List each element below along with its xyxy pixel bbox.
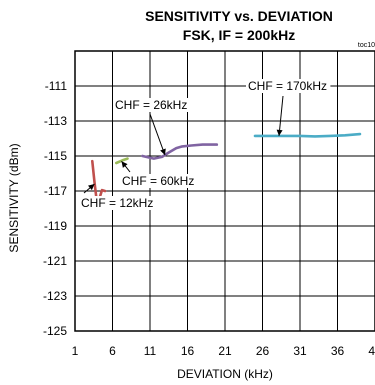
y-tick-label: -121 bbox=[43, 254, 67, 268]
y-tick-label: -123 bbox=[43, 289, 67, 303]
plot-frame bbox=[74, 50, 375, 332]
tick-labels: 1611162126313641-111-113-115-117-119-121… bbox=[43, 79, 375, 358]
y-axis-label: SENSITIVITY (dBm) bbox=[7, 143, 21, 252]
x-tick-label: 36 bbox=[331, 344, 345, 358]
x-tick-label: 6 bbox=[109, 344, 116, 358]
annotation-arrowhead-chf-60khz bbox=[121, 161, 128, 168]
annotations: CHF = 170kHz CHF = 26kHz CHF = 60kHz CHF = … bbox=[79, 79, 331, 210]
x-tick-label: 31 bbox=[293, 344, 307, 358]
annotation-label-chf-170khz: CHF = 170kHz bbox=[248, 79, 327, 93]
x-tick-label: 41 bbox=[368, 344, 375, 358]
annotation-arrowhead-chf-12khz bbox=[87, 184, 95, 191]
chart-subtitle: FSK, IF = 200kHz bbox=[183, 27, 295, 43]
x-tick-label: 16 bbox=[181, 344, 195, 358]
annotation-arrowhead-chf-26khz bbox=[160, 148, 166, 156]
y-tick-label: -119 bbox=[44, 219, 67, 233]
y-tick-label: -111 bbox=[45, 79, 68, 93]
annotation-arrowhead-chf-170khz bbox=[276, 129, 283, 136]
series-group bbox=[91, 132, 362, 207]
annotation-label-chf-26khz: CHF = 26kHz bbox=[115, 98, 187, 112]
grid bbox=[74, 51, 375, 332]
y-tick-label: -117 bbox=[44, 184, 67, 198]
x-tick-label: 21 bbox=[218, 344, 232, 358]
series-line-chf-170khz bbox=[253, 132, 362, 138]
annotation-label-chf-60khz: CHF = 60kHz bbox=[122, 174, 194, 188]
annotation-bg-chf-26khz bbox=[113, 98, 191, 112]
y-tick-label: -115 bbox=[44, 149, 67, 163]
y-tick-label: -113 bbox=[44, 114, 67, 128]
annotation-bg-chf-60khz bbox=[120, 174, 198, 188]
annotation-bg-chf-170khz bbox=[246, 79, 331, 93]
figure-code: toc10 bbox=[358, 42, 375, 49]
series-line-chf-26khz bbox=[141, 143, 219, 160]
series-line-chf-60khz bbox=[115, 157, 129, 165]
chart-title: SENSITIVITY vs. DEVIATION bbox=[145, 8, 333, 24]
annotation-label-chf-12khz: CHF = 12kHz bbox=[81, 196, 153, 210]
x-tick-label: 26 bbox=[256, 344, 270, 358]
annotation-arrow-chf-26khz bbox=[149, 113, 166, 156]
y-tick-label: -125 bbox=[43, 324, 67, 338]
x-tick-label: 11 bbox=[144, 344, 157, 358]
x-axis-label: DEVIATION (kHz) bbox=[177, 367, 273, 381]
annotation-arrow-chf-170khz bbox=[278, 95, 284, 136]
x-tick-label: 1 bbox=[72, 344, 79, 358]
annotation-bg-chf-12khz bbox=[79, 196, 157, 210]
